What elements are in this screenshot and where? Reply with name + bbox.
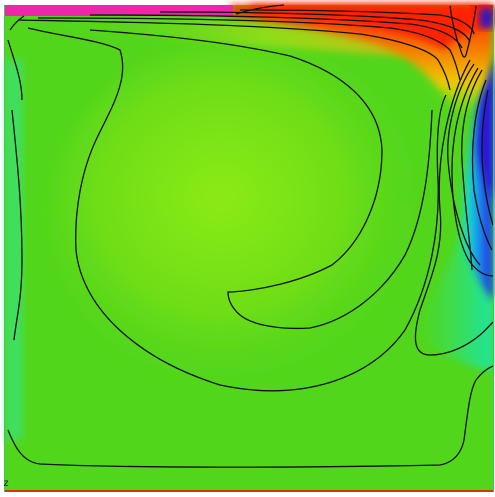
contour-line-cyan-lobe (414, 59, 494, 356)
contour-line-left-edge (11, 109, 23, 341)
contour-line-top-4 (159, 11, 471, 43)
cold-region-outer (418, 80, 493, 370)
contour-line-cold-2 (471, 79, 493, 251)
left-boundary (4, 5, 5, 492)
contour-line-top-5 (239, 9, 475, 35)
corner-blue (480, 8, 493, 28)
contour-line-outer-vortex (27, 27, 447, 392)
contour-line-top-6 (235, 4, 285, 15)
contour-line-cold-3 (451, 67, 494, 277)
contour-line-cold-1 (461, 69, 483, 271)
contour-line-cold-4 (447, 63, 481, 266)
contour-line-top-3 (89, 14, 463, 49)
left-edge-tint (5, 60, 23, 440)
right-boundary (493, 5, 494, 492)
top-strip-left (5, 5, 233, 16)
vortex-core-glow (50, 40, 430, 390)
contour-line-corner-top-left (9, 15, 25, 31)
contour-line-spiral-tail (227, 109, 433, 330)
axis-corner-label: z (3, 478, 10, 489)
bottom-boundary-line (5, 490, 493, 492)
contour-line-cold-5 (481, 89, 494, 226)
contour-line-top-1 (17, 19, 451, 91)
cold-region-deep (477, 60, 493, 200)
contour-line-bottom (7, 365, 494, 468)
contour-line-top-2 (37, 17, 461, 81)
contour-line-left-lobe (7, 39, 23, 101)
contour-lines (7, 4, 494, 468)
contour-line-inner-spiral (89, 29, 383, 293)
contour-line-hot-lobe (449, 5, 477, 58)
